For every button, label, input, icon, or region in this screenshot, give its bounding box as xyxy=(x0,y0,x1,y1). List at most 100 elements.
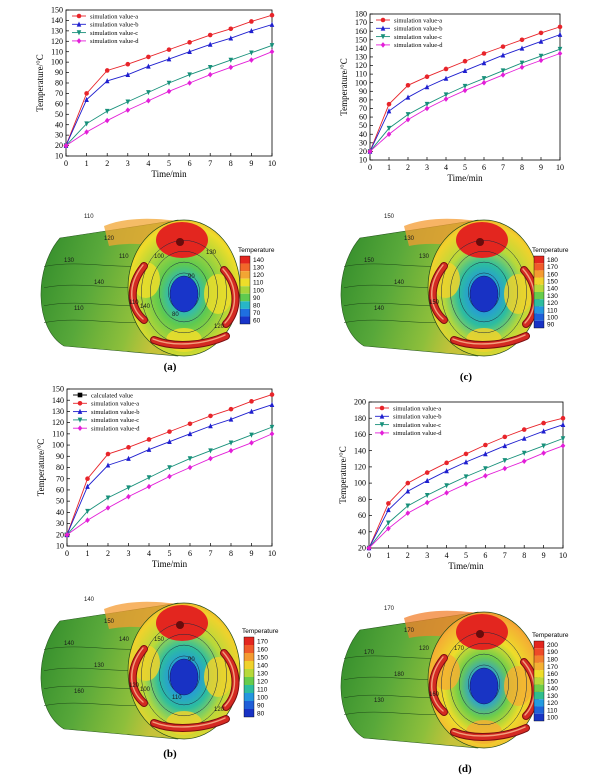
y-tick-label: 10 xyxy=(359,156,367,165)
data-point xyxy=(405,503,411,509)
data-point xyxy=(84,121,89,127)
x-tick-label: 9 xyxy=(249,159,253,168)
contour-label: 110 xyxy=(119,254,129,260)
data-point xyxy=(187,72,192,78)
warm-zone xyxy=(204,274,232,314)
data-point xyxy=(541,450,546,456)
cooling-pipe-highlight xyxy=(222,651,236,707)
data-point xyxy=(443,96,449,102)
data-point xyxy=(187,456,193,462)
colorbar-swatch xyxy=(244,645,254,653)
data-point xyxy=(557,31,563,37)
data-point xyxy=(228,35,234,41)
data-point xyxy=(126,493,131,500)
colorbar-tick-label: 190 xyxy=(547,649,558,656)
contour-label: 120 xyxy=(104,236,115,242)
data-point xyxy=(560,436,566,442)
cooling-pipe-highlight xyxy=(222,268,236,324)
colorbar-frame xyxy=(533,255,545,329)
face-isotherm xyxy=(459,653,509,715)
x-tick-label: 10 xyxy=(559,551,567,560)
series-simulation-value-d xyxy=(64,431,275,538)
legend-swatch-marker xyxy=(77,392,83,398)
x-tick-label: 0 xyxy=(367,551,371,560)
cold-core xyxy=(469,667,499,705)
data-point xyxy=(502,458,508,464)
colorbar-tick-label: 80 xyxy=(253,302,261,309)
contour-label: 140 xyxy=(64,641,75,647)
colorbar-swatch xyxy=(240,308,250,317)
colorbar-tick-label: 150 xyxy=(547,279,558,286)
x-tick-label: 0 xyxy=(65,549,69,558)
series-simulation-value-d xyxy=(63,48,275,149)
colorbar-swatch xyxy=(534,699,544,707)
legend-label: simulation value-b xyxy=(91,409,140,416)
contour-label: 170 xyxy=(454,646,465,652)
colorbar-swatch xyxy=(534,277,544,285)
data-point xyxy=(405,480,411,486)
data-point xyxy=(125,99,131,105)
x-axis-title: Time/min xyxy=(151,169,187,179)
colorbar-swatch xyxy=(240,263,250,272)
data-point xyxy=(208,455,213,462)
data-point xyxy=(444,490,449,496)
cold-core xyxy=(169,275,199,313)
colorbar-swatch xyxy=(244,693,254,701)
contour-label: 140 xyxy=(374,306,385,312)
y-tick-label: 20 xyxy=(55,141,63,150)
contour-label: 120 xyxy=(129,683,140,689)
data-point xyxy=(249,408,254,414)
data-point xyxy=(502,465,508,472)
data-point xyxy=(481,79,487,86)
colorbar-swatch xyxy=(534,256,544,264)
x-tick-label: 3 xyxy=(425,551,429,560)
y-tick-label: 120 xyxy=(51,37,63,46)
data-point xyxy=(405,112,411,118)
y-tick-label: 70 xyxy=(56,474,64,483)
y-tick-label: 180 xyxy=(354,414,366,423)
colorbar-swatch xyxy=(244,661,254,669)
y-tick-label: 50 xyxy=(56,497,64,506)
colorbar-swatch xyxy=(534,320,544,328)
panel-label: (d) xyxy=(458,763,472,775)
data-point xyxy=(424,499,430,506)
data-point xyxy=(269,431,275,437)
x-tick-label: 6 xyxy=(188,549,192,558)
colorbar-swatch xyxy=(534,677,544,685)
data-point xyxy=(207,71,213,78)
x-tick-label: 7 xyxy=(209,549,213,558)
pipe-opening xyxy=(176,621,184,629)
panel-label: (a) xyxy=(164,361,177,373)
contour-label: 140 xyxy=(94,280,105,286)
data-point xyxy=(269,392,275,397)
data-point xyxy=(126,455,131,461)
colorbar-tick-label: 130 xyxy=(257,670,268,677)
legend-label: simulation value-c xyxy=(393,422,441,429)
data-point xyxy=(500,68,506,74)
y-tick-label: 130 xyxy=(52,407,64,416)
data-point xyxy=(521,458,527,465)
data-point xyxy=(146,475,152,481)
y-tick-label: 40 xyxy=(358,527,366,536)
contour-label: 90 xyxy=(188,657,195,663)
chart-c: 1020304050607080901001101201301401501601… xyxy=(339,10,564,183)
legend-label: simulation value-c xyxy=(90,30,138,37)
colorbar-tick-label: 130 xyxy=(253,265,264,272)
cooling-pipe-highlight xyxy=(431,264,444,320)
x-tick-label: 7 xyxy=(501,163,505,172)
data-point xyxy=(519,60,525,66)
y-tick-label: 140 xyxy=(355,44,367,53)
y-tick-label: 130 xyxy=(355,53,367,62)
colorbar-swatch xyxy=(240,286,250,294)
series-simulation-value-c xyxy=(366,436,566,551)
data-point xyxy=(249,28,254,34)
colorbar-tick-label: 120 xyxy=(547,700,558,707)
legend-swatch-marker xyxy=(379,405,385,411)
colorbar-tick-label: 150 xyxy=(257,654,268,661)
y-tick-label: 10 xyxy=(56,542,64,551)
data-point xyxy=(125,107,131,113)
x-tick-label: 8 xyxy=(229,549,233,558)
contour-label: 130 xyxy=(419,254,430,260)
